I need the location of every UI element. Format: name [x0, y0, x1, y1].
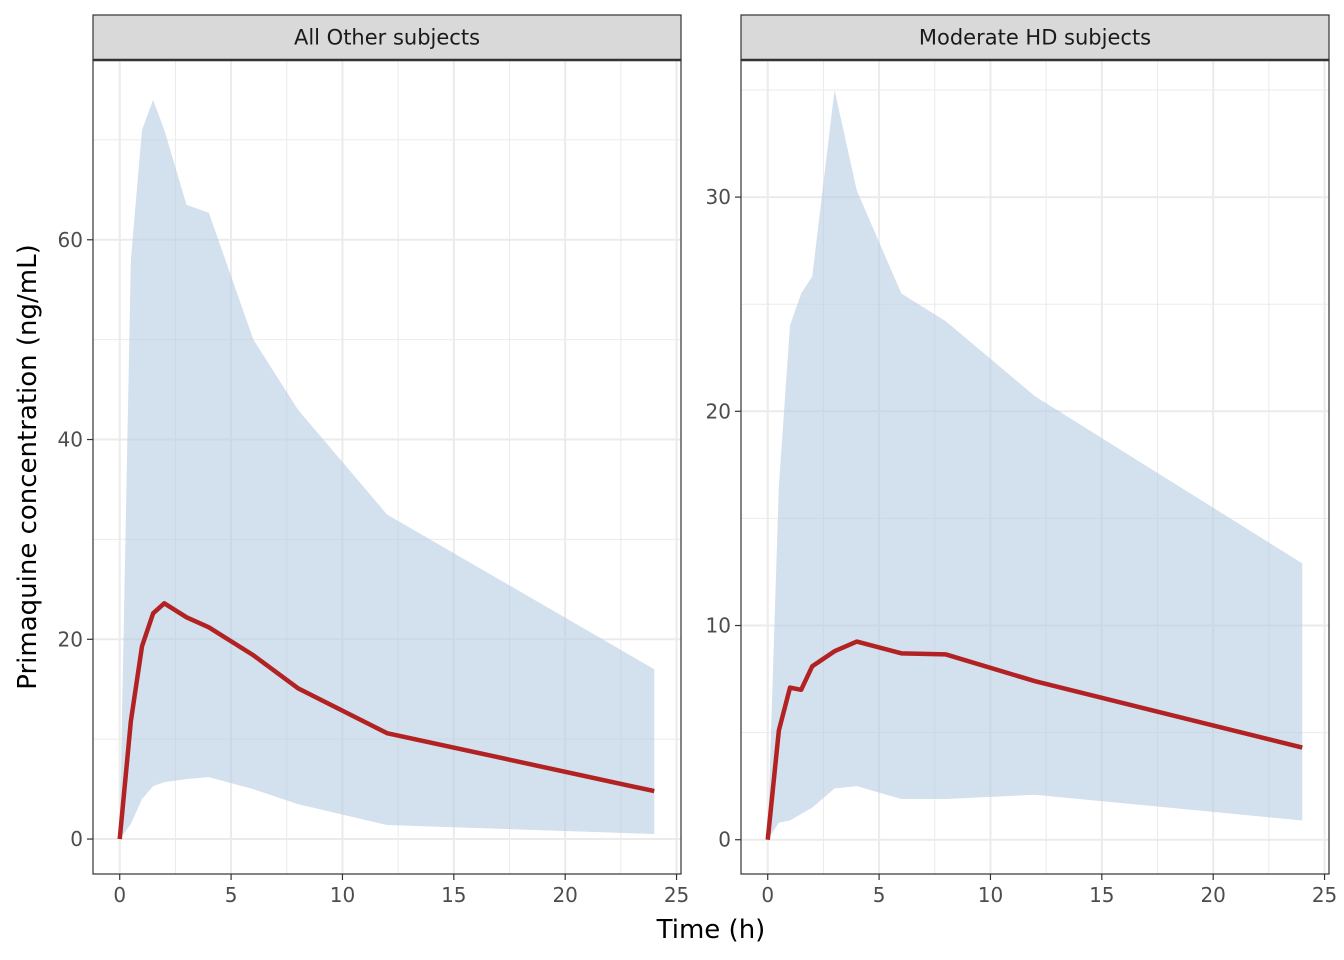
x-tick-label: 0 [761, 883, 774, 907]
x-tick-label: 15 [441, 883, 466, 907]
x-tick-label: 20 [1200, 883, 1225, 907]
y-tick-label: 0 [718, 828, 731, 852]
x-tick-label: 10 [330, 883, 355, 907]
x-tick-label: 0 [113, 883, 126, 907]
y-tick-label: 20 [706, 399, 731, 423]
median-line [765, 639, 1303, 840]
x-axis-title: Time (h) [656, 915, 766, 945]
y-tick-label: 0 [70, 827, 83, 851]
x-tick-label: 5 [225, 883, 238, 907]
facet-strip [92, 14, 682, 61]
x-tick-label: 25 [1312, 883, 1337, 907]
x-tick-label: 25 [664, 883, 689, 907]
y-tick-label: 40 [58, 428, 83, 452]
facet-strip-label: All Other subjects [294, 26, 480, 50]
y-tick-label: 60 [58, 228, 83, 252]
facet-strip [740, 14, 1330, 61]
x-tick-label: 20 [552, 883, 577, 907]
panel-1: All Other subjects 0 5 10 15 20 25 0 20 40 60 [58, 14, 689, 907]
x-tick-label: 5 [873, 883, 886, 907]
y-tick-label: 30 [706, 185, 731, 209]
y-tick-label: 10 [706, 614, 731, 638]
panel-2: Moderate HD subjects 0 5 10 15 20 25 0 10 20 30 [706, 14, 1337, 907]
x-tick-label: 15 [1089, 883, 1114, 907]
y-tick-label: 20 [58, 627, 83, 651]
median-line [117, 601, 655, 840]
facet-strip-label: Moderate HD subjects [919, 26, 1151, 50]
y-axis-title: Primaquine concentration (ng/mL) [13, 244, 43, 690]
x-tick-label: 10 [978, 883, 1003, 907]
